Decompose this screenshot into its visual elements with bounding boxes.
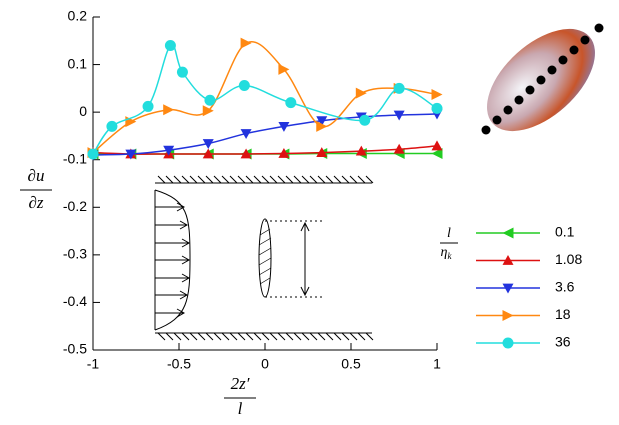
legend-marker <box>502 310 514 321</box>
marker <box>163 104 175 116</box>
marker <box>355 87 367 99</box>
y-tick-label: -0.1 <box>63 150 87 166</box>
marker <box>204 94 216 106</box>
marker <box>278 63 290 75</box>
marker <box>240 37 252 49</box>
series-line <box>92 145 438 155</box>
series-line <box>92 40 438 154</box>
legend-label: 18 <box>555 306 571 322</box>
marker <box>431 102 443 114</box>
marker <box>164 40 176 52</box>
y-tick-label: 0 <box>79 103 87 119</box>
marker <box>359 114 371 126</box>
marker <box>316 116 328 127</box>
ellipsoid-icon <box>481 23 604 135</box>
marker <box>431 140 443 151</box>
marker <box>393 143 405 154</box>
legend-marker <box>502 337 514 349</box>
marker <box>142 100 154 112</box>
legend-title-numerator: l <box>447 226 451 241</box>
marker <box>355 145 367 156</box>
marker <box>202 148 214 159</box>
marker <box>125 149 137 160</box>
x-tick-label: 0.5 <box>341 356 361 372</box>
series-line <box>92 43 438 155</box>
legend-label: 36 <box>555 334 571 350</box>
marker <box>238 80 250 92</box>
y-tick-label: 0.2 <box>68 8 88 24</box>
y-tick-label: -0.2 <box>63 198 87 214</box>
marker <box>202 139 214 150</box>
marker <box>431 89 443 101</box>
marker <box>163 145 175 156</box>
legend-label: 3.6 <box>555 279 575 295</box>
marker <box>202 105 214 117</box>
marker <box>285 97 297 109</box>
marker <box>106 120 118 132</box>
x-tick-label: 1 <box>433 356 441 372</box>
legend-marker <box>502 227 514 239</box>
y-label-numerator: ∂u <box>28 166 45 185</box>
x-label-numerator: 2z′ <box>231 374 250 393</box>
y-tick-label: 0.1 <box>68 55 88 71</box>
legend-marker <box>502 283 514 294</box>
y-tick-label: -0.5 <box>63 341 87 357</box>
marker <box>278 122 290 132</box>
legend-title-denominator: ηk <box>441 245 453 261</box>
legend-label: 1.08 <box>555 251 582 267</box>
legend-marker <box>502 255 514 265</box>
marker <box>278 148 290 158</box>
marker <box>431 148 443 160</box>
y-tick-label: -0.3 <box>63 246 87 262</box>
marker <box>316 120 328 132</box>
x-tick-label: -1 <box>87 356 100 372</box>
y-label-denominator: ∂z <box>28 193 43 212</box>
y-tick-label: -0.4 <box>63 293 87 309</box>
marker <box>87 148 99 160</box>
inset-diagram <box>154 175 374 341</box>
x-tick-label: -0.5 <box>167 356 191 372</box>
x-tick-label: 0 <box>261 356 269 372</box>
marker <box>393 110 405 121</box>
series-line <box>92 113 438 156</box>
marker <box>240 148 252 159</box>
marker <box>176 66 188 78</box>
x-label-denominator: l <box>238 399 243 418</box>
marker <box>240 129 252 140</box>
legend-label: 0.1 <box>555 224 575 240</box>
marker <box>316 147 328 157</box>
marker <box>393 82 405 94</box>
plot: 0.20.10-0.1-0.2-0.3-0.4-0.5-1 -0.5 0 0.5 10.… <box>63 8 583 372</box>
